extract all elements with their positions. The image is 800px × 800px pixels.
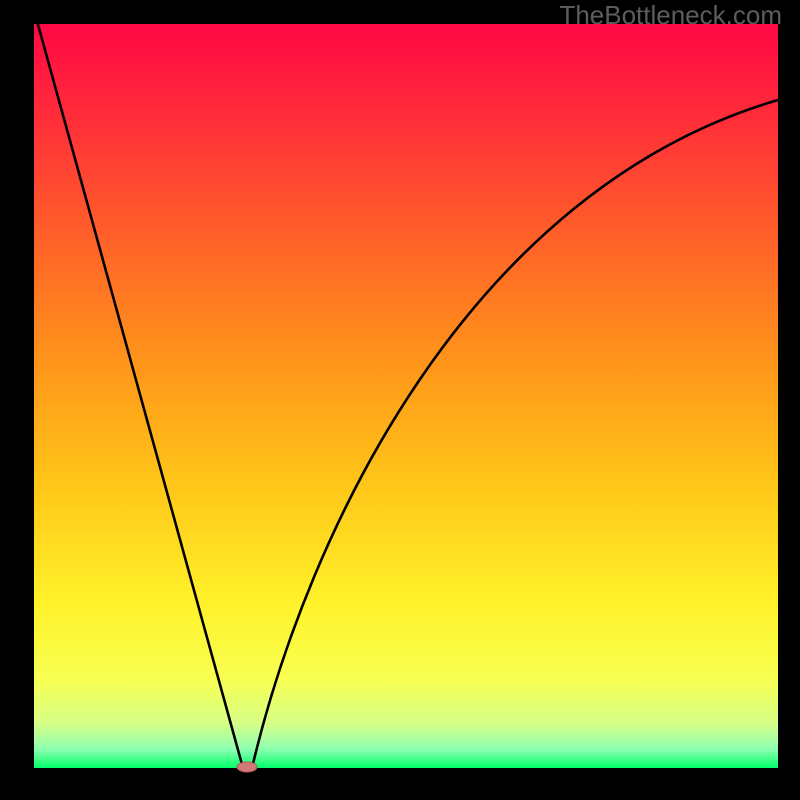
chart-container: TheBottleneck.com	[0, 0, 800, 800]
curve-right-branch	[252, 100, 778, 768]
minimum-marker	[237, 762, 257, 772]
curve-left-branch	[34, 10, 243, 768]
watermark-text: TheBottleneck.com	[559, 0, 782, 31]
curve-layer	[0, 0, 800, 800]
plot-area	[34, 24, 778, 768]
